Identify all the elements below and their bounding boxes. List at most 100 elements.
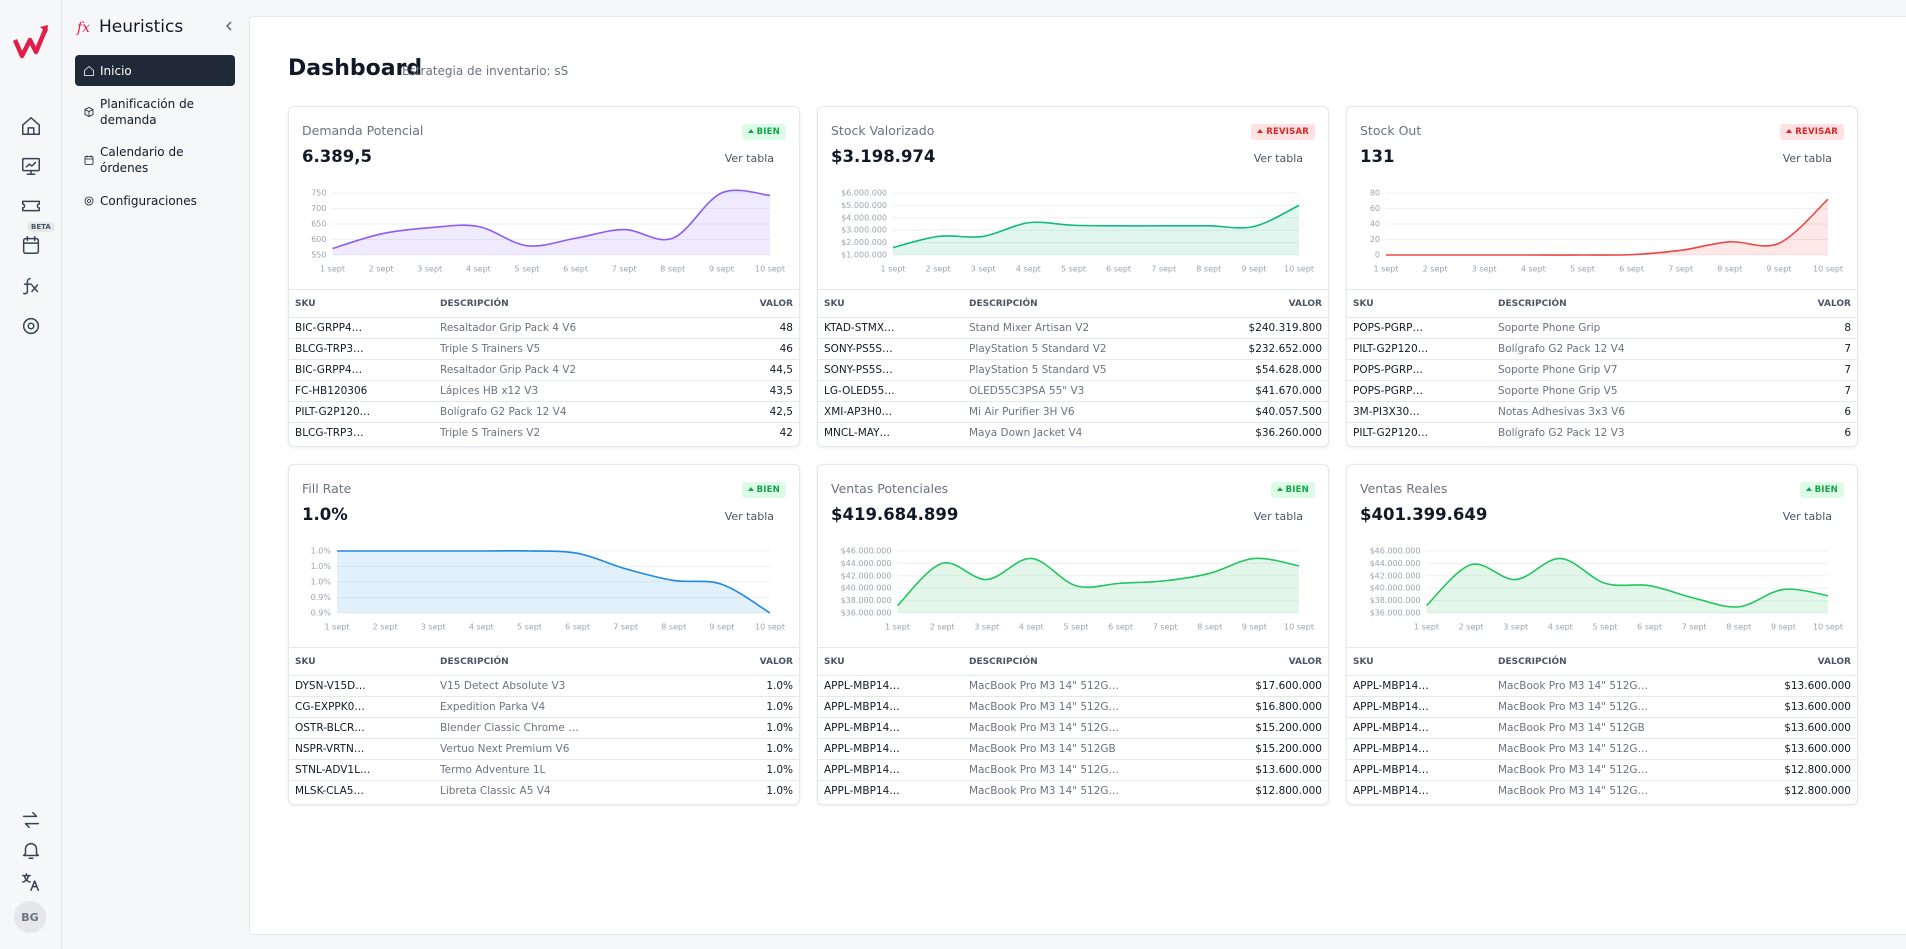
table-row[interactable]: MNCL-MAY… Maya Down Jacket V4 $36.260.000 bbox=[818, 423, 1328, 444]
table-row[interactable]: STNL-ADV1L… Termo Adventure 1L 1.0% bbox=[289, 759, 799, 781]
x-tick-label: 8 sept bbox=[1717, 265, 1742, 274]
table-cell: BIC-GRPP4… bbox=[289, 317, 439, 339]
table-row[interactable]: APPL-MBP14… MacBook Pro M3 14" 512G… $16.8… bbox=[818, 696, 1328, 718]
table-row[interactable]: DYSN-V15D… V15 Detect Absolute V3 1.0% bbox=[289, 675, 799, 697]
table-row[interactable]: LG-OLED55… OLED55C3PSA 55" V3 $41.670.000 bbox=[818, 380, 1328, 402]
fx-icon[interactable] bbox=[20, 275, 42, 297]
table-cell: Maya Down Jacket V4 bbox=[969, 427, 1083, 440]
collapse-button[interactable] bbox=[223, 19, 235, 33]
table-row[interactable]: APPL-MBP14… MacBook Pro M3 14" 512G… $13.6… bbox=[818, 759, 1328, 781]
data-table: SKU DESCRIPCIÓN VALOR DYSN-V15D… V15 Detect … bbox=[289, 647, 799, 802]
table-row[interactable]: APPL-MBP14… MacBook Pro M3 14" 512G… $12.8… bbox=[1347, 759, 1857, 781]
table-row[interactable]: APPL-MBP14… MacBook Pro M3 14" 512G… $15.2… bbox=[818, 717, 1328, 739]
table-row[interactable]: APPL-MBP14… MacBook Pro M3 14" 512G… $12.8… bbox=[1347, 781, 1857, 802]
bell-icon[interactable] bbox=[20, 839, 42, 861]
y-tick-label: $36.000.000 bbox=[841, 609, 892, 618]
table-body: KTAD-STMX… Stand Mixer Artisan V2 $240.319… bbox=[818, 317, 1328, 444]
nav-item[interactable]: Calendario de órdenes bbox=[75, 142, 235, 178]
ticket-icon[interactable] bbox=[20, 195, 42, 217]
table-cell: $15.200.000 bbox=[1210, 738, 1328, 760]
language-icon[interactable] bbox=[20, 871, 42, 893]
table-row[interactable]: APPL-MBP14… MacBook Pro M3 14" 512GB $13.6… bbox=[1347, 717, 1857, 739]
y-tick-label: 0.9% bbox=[311, 593, 332, 602]
table-cell: MacBook Pro M3 14" 512G… bbox=[968, 675, 1211, 697]
logo[interactable] bbox=[12, 22, 52, 62]
table-row[interactable]: CG-EXPPK0… Expedition Parka V4 1.0% bbox=[289, 696, 799, 718]
table-row[interactable]: PILT-G2P120… Bolígrafo G2 Pack 12 V3 6 bbox=[1347, 423, 1857, 444]
view-table-link[interactable]: Ver tabla bbox=[724, 152, 774, 165]
line bbox=[1425, 557, 1829, 608]
table-cell: 46 bbox=[717, 338, 799, 360]
switch-icon[interactable] bbox=[20, 809, 42, 831]
y-tick-label: $38.000.000 bbox=[1370, 596, 1421, 605]
table-row[interactable]: APPL-MBP14… MacBook Pro M3 14" 512G… $13.6… bbox=[1347, 696, 1857, 718]
table-row[interactable]: SONY-PS5S… PlayStation 5 Standard V2 $232.… bbox=[818, 338, 1328, 360]
table-cell: Notas Adhesivas 3x3 V6 bbox=[1497, 401, 1772, 423]
view-table-link[interactable]: Ver tabla bbox=[1782, 152, 1832, 165]
table-row[interactable]: BIC-GRPP4… Resaltador Grip Pack 4 V2 44,5 bbox=[289, 359, 799, 381]
table-row[interactable]: PILT-G2P120… Bolígrafo G2 Pack 12 V4 7 bbox=[1347, 338, 1857, 360]
table-row[interactable]: POPS-PGRP… Soporte Phone Grip V7 7 bbox=[1347, 359, 1857, 381]
nav-label: Planificación de demanda bbox=[100, 97, 195, 127]
table-cell: $13.600.000 bbox=[1739, 675, 1857, 697]
table-cell: 42,5 bbox=[717, 401, 799, 423]
table-row[interactable]: MLSK-CLA5… Libreta Classic A5 V4 1.0% bbox=[289, 781, 799, 802]
view-table-link[interactable]: Ver tabla bbox=[1782, 510, 1832, 523]
table-head: SKU DESCRIPCIÓN VALOR bbox=[289, 647, 799, 676]
settings-icon[interactable] bbox=[20, 315, 42, 337]
y-tick-label: $44.000.000 bbox=[1370, 559, 1421, 568]
table-row[interactable]: BLCG-TRP3… Triple S Trainers V2 42 bbox=[289, 423, 799, 444]
table-row[interactable]: BLCG-TRP3… Triple S Trainers V5 46 bbox=[289, 338, 799, 360]
table-row[interactable]: APPL-MBP14… MacBook Pro M3 14" 512GB $15.2… bbox=[818, 738, 1328, 760]
table-row[interactable]: APPL-MBP14… MacBook Pro M3 14" 512G… $13.6… bbox=[1347, 675, 1857, 697]
demand-icon[interactable] bbox=[20, 155, 42, 177]
data-table: SKU DESCRIPCIÓN VALOR BIC-GRPP4… Resaltador … bbox=[289, 289, 799, 444]
table-row[interactable]: POPS-PGRP… Soporte Phone Grip V5 7 bbox=[1347, 380, 1857, 402]
y-tick-label: 0.9% bbox=[311, 609, 332, 618]
table-row[interactable]: POPS-PGRP… Soporte Phone Grip 8 bbox=[1347, 317, 1857, 339]
x-tick-label: 10 sept bbox=[1813, 623, 1843, 632]
x-tick-label: 2 sept bbox=[1423, 265, 1448, 274]
calendar-icon[interactable] bbox=[20, 234, 42, 256]
x-tick-label: 6 sept bbox=[565, 623, 590, 632]
table-row[interactable]: XMI-AP3H0… Mi Air Purifier 3H V6 $40.057.5… bbox=[818, 401, 1328, 423]
table-cell: 1.0% bbox=[718, 738, 799, 760]
table-cell: 1.0% bbox=[718, 717, 799, 739]
x-tick-label: 1 sept bbox=[1374, 265, 1399, 274]
nav-item[interactable]: Configuraciones bbox=[75, 192, 235, 210]
table-row[interactable]: OSTR-BLCR… Blender Classic Chrome … 1.0% bbox=[289, 717, 799, 739]
table-row[interactable]: FC-HB120306 Lápices HB x12 V3 43,5 bbox=[289, 380, 799, 402]
x-tick-label: 1 sept bbox=[881, 265, 906, 274]
table-cell: $12.800.000 bbox=[1784, 785, 1851, 798]
table-row[interactable]: KTAD-STMX… Stand Mixer Artisan V2 $240.319… bbox=[818, 317, 1328, 339]
table-row[interactable]: SONY-PS5S… PlayStation 5 Standard V5 $54.6… bbox=[818, 359, 1328, 381]
nav-item[interactable]: Inicio bbox=[75, 55, 235, 86]
table-row[interactable]: APPL-MBP14… MacBook Pro M3 14" 512G… $12.8… bbox=[818, 781, 1328, 802]
view-table-link[interactable]: Ver tabla bbox=[1253, 510, 1303, 523]
nav-item[interactable]: Planificación de demanda bbox=[75, 94, 235, 130]
table-cell: Blender Classic Chrome … bbox=[439, 717, 719, 739]
column-header: VALOR bbox=[1210, 647, 1328, 676]
table-cell: 1.0% bbox=[766, 785, 793, 798]
area bbox=[332, 190, 770, 255]
table-cell: STNL-ADV1L… bbox=[289, 759, 439, 781]
card-title: Stock Out bbox=[1360, 123, 1422, 138]
table-row[interactable]: NSPR-VRTN… Vertuo Next Premium V6 1.0% bbox=[289, 738, 799, 760]
y-tick-label: 80 bbox=[1370, 189, 1380, 198]
table-body: APPL-MBP14… MacBook Pro M3 14" 512G… $17.6… bbox=[818, 675, 1328, 802]
x-tick-label: 9 sept bbox=[1771, 623, 1796, 632]
kpi-card: Stock Out REVISAR 131 Ver tabla 80 60 40 20 0 1 s… bbox=[1346, 106, 1858, 447]
table-row[interactable]: APPL-MBP14… MacBook Pro M3 14" 512G… $13.6… bbox=[1347, 738, 1857, 760]
table-cell: PlayStation 5 Standard V5 bbox=[968, 359, 1197, 381]
table-cell: Triple S Trainers V2 bbox=[440, 427, 541, 440]
view-table-link[interactable]: Ver tabla bbox=[1253, 152, 1303, 165]
table-row[interactable]: 3M-PI3X30… Notas Adhesivas 3x3 V6 6 bbox=[1347, 401, 1857, 423]
table-row[interactable]: PILT-G2P120… Bolígrafo G2 Pack 12 V4 42,5 bbox=[289, 401, 799, 423]
view-table-link[interactable]: Ver tabla bbox=[724, 510, 774, 523]
table-row[interactable]: APPL-MBP14… MacBook Pro M3 14" 512G… $17.6… bbox=[818, 675, 1328, 697]
table-cell: 3M-PI3X30… bbox=[1347, 401, 1497, 423]
home-icon[interactable] bbox=[20, 115, 42, 137]
table-row[interactable]: BIC-GRPP4… Resaltador Grip Pack 4 V6 48 bbox=[289, 317, 799, 339]
table-cell: APPL-MBP14… bbox=[1347, 717, 1497, 739]
avatar[interactable]: BG bbox=[14, 901, 46, 933]
